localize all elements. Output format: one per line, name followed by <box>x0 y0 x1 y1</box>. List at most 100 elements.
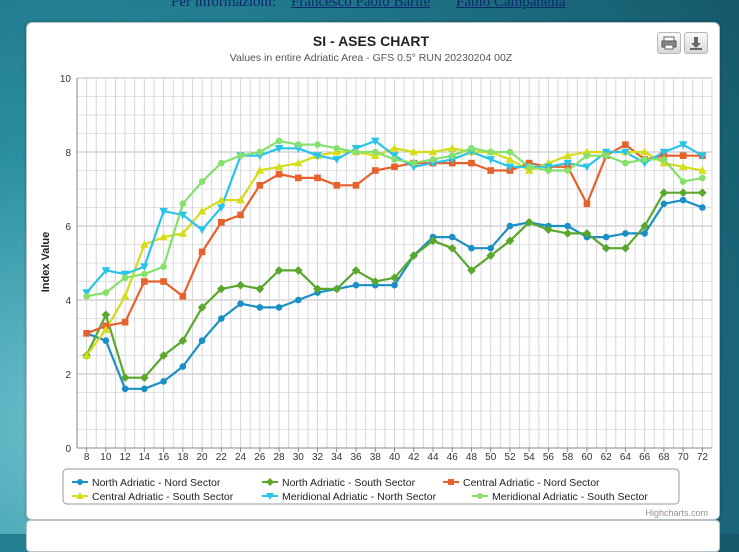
data-point <box>352 182 360 189</box>
data-point <box>121 385 129 393</box>
data-point <box>197 303 207 312</box>
data-point <box>486 251 496 260</box>
x-tick-label: 18 <box>177 452 189 463</box>
data-point <box>179 363 187 370</box>
data-point <box>486 156 496 164</box>
chart-subtitle: Values in entire Adriatic Area - GFS 0.5… <box>230 52 513 64</box>
x-tick-label: 22 <box>216 452 228 463</box>
export-button[interactable] <box>684 32 708 54</box>
data-point <box>332 284 342 294</box>
legend-item[interactable]: Central Adriatic - South Sector <box>92 491 234 503</box>
data-point <box>678 141 688 149</box>
x-tick-label: 48 <box>466 452 478 463</box>
data-point <box>294 141 302 148</box>
data-point <box>274 266 284 275</box>
x-tick-label: 20 <box>197 452 209 463</box>
data-point <box>698 166 707 174</box>
x-tick-label: 58 <box>562 452 574 463</box>
data-point <box>294 174 302 182</box>
data-point <box>256 182 264 189</box>
data-point <box>487 148 495 156</box>
data-point <box>217 284 226 294</box>
legend-item[interactable]: Meridional Adriatic - North Sector <box>282 491 437 503</box>
data-point <box>468 159 475 167</box>
x-tick-label: 8 <box>84 452 90 463</box>
legend-item[interactable]: Meridional Adriatic - South Sector <box>492 491 648 503</box>
x-tick-label: 64 <box>620 452 632 463</box>
y-tick-label: 2 <box>65 370 71 381</box>
data-point <box>237 152 244 159</box>
x-tick-label: 56 <box>543 452 555 463</box>
data-point <box>159 232 168 241</box>
data-point <box>602 233 610 241</box>
legend: North Adriatic - Nord Sector North Adriat… <box>72 477 648 503</box>
data-point <box>524 218 534 227</box>
data-point <box>101 325 111 333</box>
data-point <box>218 219 225 226</box>
link-fabio-campanella[interactable]: Fabio Campanella <box>456 0 566 10</box>
data-point <box>314 174 321 182</box>
data-point <box>160 263 167 271</box>
data-point <box>275 170 283 178</box>
data-point <box>102 289 110 296</box>
data-point <box>266 478 274 486</box>
data-point <box>370 137 380 146</box>
data-point <box>698 152 707 160</box>
x-tick-label: 38 <box>370 452 382 463</box>
data-point <box>333 145 341 152</box>
data-point <box>275 304 283 311</box>
data-point <box>256 148 264 156</box>
data-point <box>352 281 360 289</box>
data-point <box>255 284 265 294</box>
legend-item[interactable]: North Adriatic - South Sector <box>282 477 416 489</box>
data-point <box>621 148 630 157</box>
data-point <box>160 378 167 385</box>
x-tick-label: 30 <box>293 452 305 463</box>
data-point <box>294 296 302 304</box>
data-point <box>410 159 418 167</box>
data-point <box>197 206 207 215</box>
legend-item[interactable]: North Adriatic - Nord Sector <box>92 477 221 489</box>
data-point <box>237 211 244 219</box>
data-point <box>505 163 515 172</box>
data-point <box>236 195 245 204</box>
data-point <box>274 162 284 171</box>
x-tick-label: 54 <box>524 452 536 463</box>
data-point <box>313 152 322 160</box>
data-point <box>198 248 206 256</box>
data-point <box>409 147 419 156</box>
data-point <box>313 284 322 294</box>
y-tick-label: 0 <box>65 444 71 455</box>
data-point <box>622 230 629 237</box>
data-point <box>141 278 148 285</box>
data-point <box>699 204 706 211</box>
data-point <box>255 166 265 174</box>
x-tick-label: 28 <box>273 452 285 463</box>
data-point <box>525 159 533 167</box>
data-point <box>641 156 648 163</box>
grid <box>76 77 713 449</box>
x-tick-label: 24 <box>235 452 247 463</box>
data-point <box>679 152 687 159</box>
data-point <box>429 156 437 163</box>
link-francesco-paolo-barile[interactable]: Francesco Paolo Barile <box>291 0 431 10</box>
data-point <box>640 221 649 231</box>
print-button[interactable] <box>657 32 681 54</box>
x-tick-label: 16 <box>158 452 170 463</box>
download-icon <box>690 37 702 50</box>
credits[interactable]: Highcharts.com <box>645 508 708 518</box>
data-point <box>159 207 168 216</box>
chart-title: SI - ASES CHART <box>313 33 430 49</box>
data-point <box>76 492 84 499</box>
data-point <box>352 148 360 156</box>
data-point <box>101 267 111 275</box>
data-point <box>140 373 149 382</box>
data-point <box>140 240 149 248</box>
data-point <box>699 174 706 182</box>
data-point <box>314 141 321 148</box>
series-markers <box>82 137 707 393</box>
data-point <box>391 156 398 163</box>
legend-item[interactable]: Central Adriatic - Nord Sector <box>463 477 600 489</box>
x-tick-label: 70 <box>678 452 690 463</box>
